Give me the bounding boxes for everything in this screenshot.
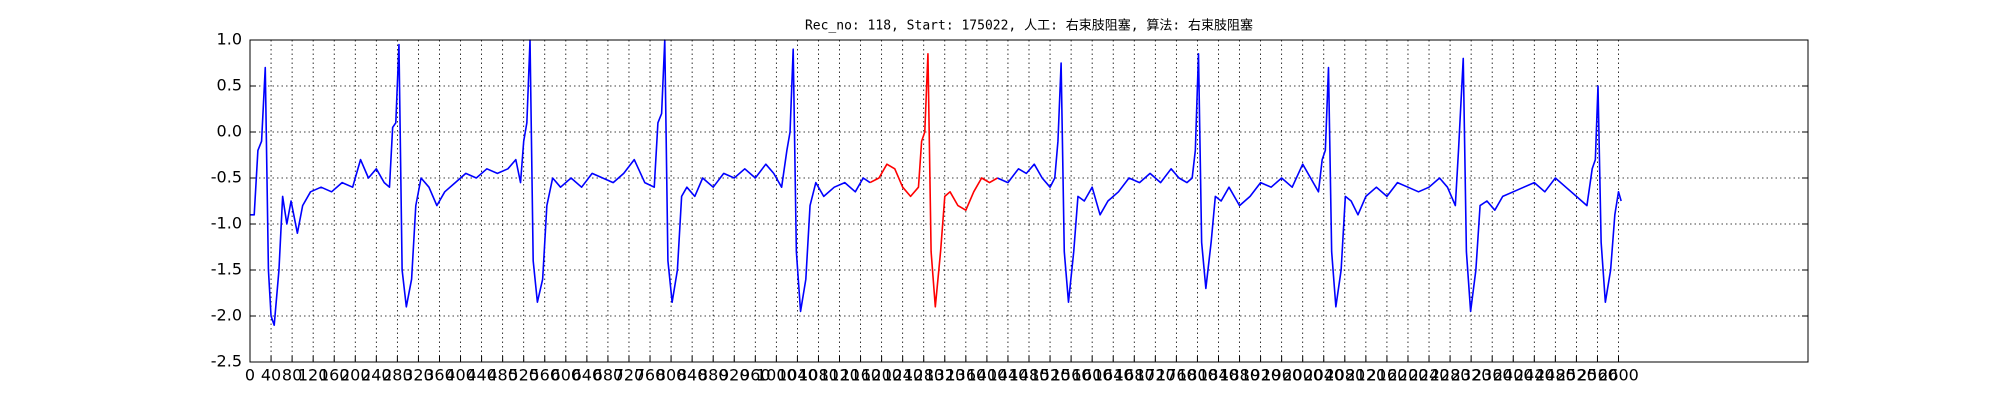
x-tick-label: 1880 <box>1219 366 1260 385</box>
x-tick-label: 1360 <box>945 366 986 385</box>
y-tick-label: 0.0 <box>217 122 242 141</box>
x-tick-label: 2120 <box>1346 366 1387 385</box>
x-tick-label: 1040 <box>777 366 818 385</box>
x-tick-label: 2400 <box>1493 366 1534 385</box>
x-tick-label: 1640 <box>1093 366 1134 385</box>
y-tick-label: 1.0 <box>217 30 242 49</box>
x-tick-label: 2160 <box>1367 366 1408 385</box>
chart-title: Rec_no: 118, Start: 175022, 人工: 右束肢阻塞, 算… <box>805 18 1253 34</box>
x-tick-label: 680 <box>593 366 624 385</box>
series-line <box>869 53 998 308</box>
x-tick-label: 560 <box>529 366 560 385</box>
x-tick-label: 1840 <box>1198 366 1239 385</box>
x-tick-label: 280 <box>382 366 413 385</box>
x-tick-label: 2200 <box>1388 366 1429 385</box>
x-tick-label: 1000 <box>756 366 797 385</box>
x-tick-label: 480 <box>487 366 518 385</box>
y-tick-label: 0.5 <box>217 76 242 95</box>
x-tick-label: 1720 <box>1135 366 1176 385</box>
x-tick-label: 360 <box>424 366 455 385</box>
x-tick-label: 1160 <box>840 366 881 385</box>
x-tick-label: 1200 <box>861 366 902 385</box>
y-tick-label: -2.0 <box>211 306 242 325</box>
x-tick-label: 640 <box>572 366 603 385</box>
plot-frame <box>249 39 1809 363</box>
x-tick-label: 2600 <box>1598 366 1639 385</box>
x-tick-label: 1960 <box>1261 366 1302 385</box>
series-line <box>250 39 1622 326</box>
x-tick-label: 320 <box>403 366 434 385</box>
y-tick-label: -0.5 <box>211 168 242 187</box>
x-tick-label: 1320 <box>924 366 965 385</box>
x-tick-label: 1760 <box>1156 366 1197 385</box>
x-tick-label: 1120 <box>819 366 860 385</box>
x-tick-label: 1560 <box>1051 366 1092 385</box>
x-tick-label: 1680 <box>1114 366 1155 385</box>
x-tick-label: 600 <box>551 366 582 385</box>
x-tick-label: 1520 <box>1030 366 1071 385</box>
x-tick-label: 120 <box>298 366 329 385</box>
x-tick-label: 760 <box>635 366 666 385</box>
x-tick-label: 920 <box>719 366 750 385</box>
x-tick-label: 1240 <box>882 366 923 385</box>
x-tick-label: 440 <box>466 366 497 385</box>
x-tick-label: 880 <box>698 366 729 385</box>
x-tick-label: 840 <box>677 366 708 385</box>
x-tick-label: 1600 <box>1072 366 1113 385</box>
x-tick-label: 240 <box>361 366 392 385</box>
x-tick-label: 2360 <box>1472 366 1513 385</box>
y-tick-label: -1.5 <box>211 260 242 279</box>
x-tick-label: 1920 <box>1240 366 1281 385</box>
x-tick-label: 2440 <box>1514 366 1555 385</box>
x-tick-label: 1400 <box>967 366 1008 385</box>
x-tick-label: 520 <box>508 366 539 385</box>
x-tick-label: 2040 <box>1303 366 1344 385</box>
x-tick-label: 1440 <box>988 366 1029 385</box>
x-tick-label: 1800 <box>1177 366 1218 385</box>
x-tick-label: 80 <box>282 366 302 385</box>
x-tick-label: 720 <box>614 366 645 385</box>
x-tick-label: 40 <box>261 366 281 385</box>
x-tick-label: 2240 <box>1409 366 1450 385</box>
x-tick-label: 2520 <box>1556 366 1597 385</box>
x-tick-label: 1280 <box>903 366 944 385</box>
x-tick-label: 2560 <box>1577 366 1618 385</box>
x-tick-label: 2280 <box>1430 366 1471 385</box>
x-tick-label: 0 <box>245 366 255 385</box>
y-tick-label: -1.0 <box>211 214 242 233</box>
y-tick-label: -2.5 <box>211 352 242 371</box>
x-tick-label: 1080 <box>798 366 839 385</box>
x-tick-label: 160 <box>319 366 350 385</box>
x-tick-label: 400 <box>445 366 476 385</box>
x-tick-label: 960 <box>740 366 771 385</box>
x-tick-label: 2480 <box>1535 366 1576 385</box>
x-tick-label: 2000 <box>1282 366 1323 385</box>
x-tick-label: 1480 <box>1009 366 1050 385</box>
x-tick-label: 800 <box>656 366 687 385</box>
x-tick-label: 200 <box>340 366 371 385</box>
x-tick-label: 2320 <box>1451 366 1492 385</box>
x-tick-label: 2080 <box>1324 366 1365 385</box>
